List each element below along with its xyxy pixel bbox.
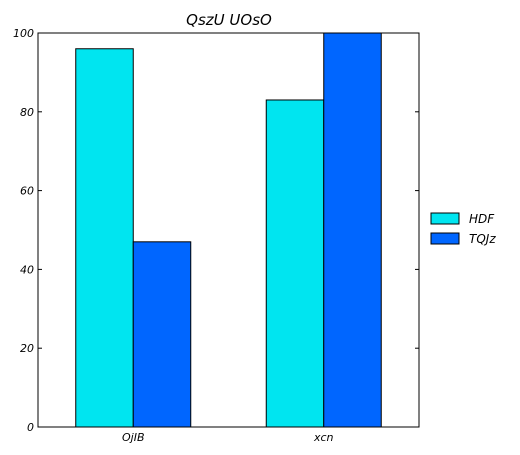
x-axis: OjIB xcn bbox=[122, 423, 334, 444]
bar-HDF-OjIB bbox=[75, 48, 134, 428]
legend-swatch-TQJz bbox=[430, 232, 460, 245]
legend-label-HDF: HDF bbox=[469, 212, 495, 226]
legend-swatch-HDF bbox=[430, 212, 460, 225]
legend: HDF TQJz bbox=[430, 212, 496, 246]
bar-HDF-xcn bbox=[265, 99, 325, 428]
chart-title: QszU UOsO bbox=[186, 11, 272, 29]
legend-label-TQJz: TQJz bbox=[469, 232, 496, 246]
bars bbox=[75, 32, 382, 428]
bar-TQJz-OjIB bbox=[132, 241, 192, 428]
x-tick-label: OjIB bbox=[122, 431, 145, 444]
plot-frame bbox=[37, 32, 420, 428]
y-tick-label: 80 bbox=[20, 106, 34, 119]
y-axis: 0 20 40 60 80 100 bbox=[13, 27, 419, 434]
y-tick-label: 60 bbox=[20, 185, 34, 198]
y-tick-label: 20 bbox=[20, 342, 34, 355]
x-tick-label: xcn bbox=[313, 431, 334, 444]
y-tick-label: 40 bbox=[20, 263, 34, 276]
y-tick-label: 100 bbox=[13, 27, 34, 40]
bar-TQJz-xcn bbox=[323, 32, 382, 428]
y-tick-label: 0 bbox=[27, 421, 34, 434]
